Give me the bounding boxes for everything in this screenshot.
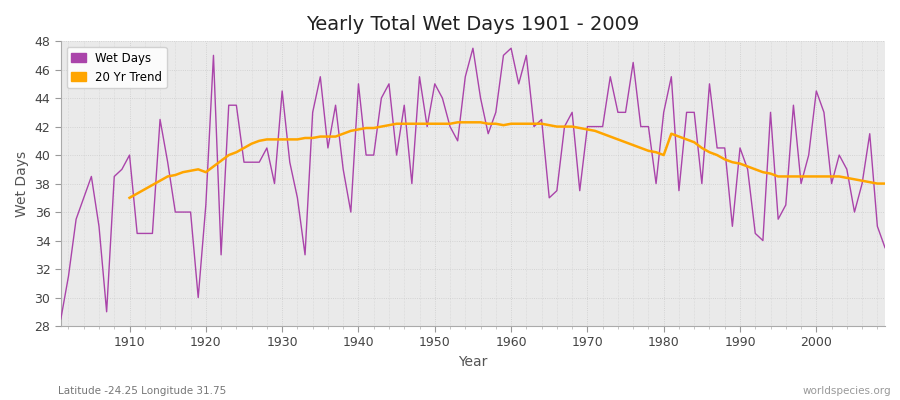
Title: Yearly Total Wet Days 1901 - 2009: Yearly Total Wet Days 1901 - 2009 bbox=[306, 15, 640, 34]
Text: worldspecies.org: worldspecies.org bbox=[803, 386, 891, 396]
X-axis label: Year: Year bbox=[458, 355, 488, 369]
Legend: Wet Days, 20 Yr Trend: Wet Days, 20 Yr Trend bbox=[67, 47, 166, 88]
Text: Latitude -24.25 Longitude 31.75: Latitude -24.25 Longitude 31.75 bbox=[58, 386, 227, 396]
Y-axis label: Wet Days: Wet Days bbox=[15, 150, 29, 217]
